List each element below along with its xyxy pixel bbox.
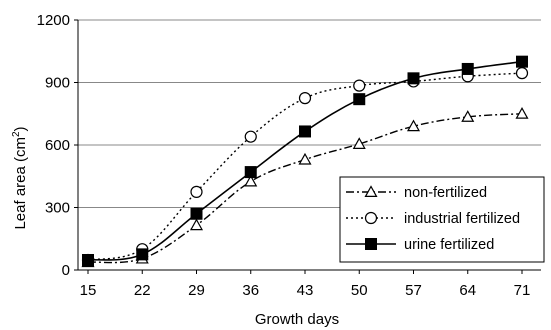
data-point-2-43	[299, 125, 311, 138]
data-point-1-36	[244, 130, 257, 143]
data-point-2-50	[353, 93, 366, 106]
data-point-0-36	[244, 174, 258, 187]
x-tick-label-43: 43	[297, 282, 314, 299]
legend-marker-0	[364, 185, 378, 197]
data-point-1-29	[190, 185, 203, 198]
data-point-2-71	[516, 55, 528, 68]
x-tick-label-22: 22	[134, 282, 151, 299]
y-tick-label-600: 600	[45, 137, 70, 154]
data-series	[81, 55, 529, 268]
y-tick-label-0: 0	[62, 262, 70, 279]
y-tick-labels: 0 300 600 900 1200	[37, 12, 70, 279]
data-point-0-29	[189, 218, 204, 231]
data-point-0-50	[352, 137, 366, 149]
data-point-0-71	[515, 107, 529, 119]
x-tick-label-50: 50	[351, 282, 368, 299]
x-tick-label-15: 15	[80, 282, 97, 299]
data-point-2-64	[461, 62, 474, 75]
x-tick-label-29: 29	[188, 282, 205, 299]
data-point-0-57	[406, 119, 421, 132]
legend-label-2: urine fertilized	[404, 237, 494, 253]
legend-label-0: non-fertilized	[404, 185, 487, 201]
data-point-1-43	[298, 92, 312, 105]
data-point-2-36	[244, 166, 257, 179]
data-point-0-43	[298, 152, 312, 165]
data-point-2-22	[136, 248, 149, 261]
legend-marker-2	[365, 238, 377, 250]
legend: non-fertilized industrial fertilized urine…	[339, 176, 545, 263]
x-tick-label-57: 57	[405, 282, 422, 299]
axes	[74, 19, 541, 274]
data-point-2-57	[407, 72, 420, 85]
data-point-0-64	[461, 110, 475, 122]
y-tick-label-900: 900	[45, 75, 70, 92]
x-tick-label-71: 71	[514, 282, 531, 299]
x-tick-labels: 15 22 29 36 43 50 57 64 71	[80, 282, 531, 299]
y-tick-label-1200: 1200	[37, 12, 70, 29]
data-point-1-71	[515, 67, 529, 80]
x-axis-title: Growth days	[255, 311, 339, 328]
legend-marker-1	[364, 211, 378, 225]
y-axis-title: Leaf area (cm2)	[11, 126, 29, 229]
legend-label-1: industrial fertilized	[404, 211, 520, 227]
data-point-1-50	[353, 79, 366, 92]
y-tick-label-300: 300	[45, 200, 70, 217]
x-tick-label-64: 64	[459, 282, 476, 299]
data-point-2-29	[190, 207, 203, 220]
x-tick-label-36: 36	[242, 282, 259, 299]
data-point-2-15	[82, 254, 94, 266]
